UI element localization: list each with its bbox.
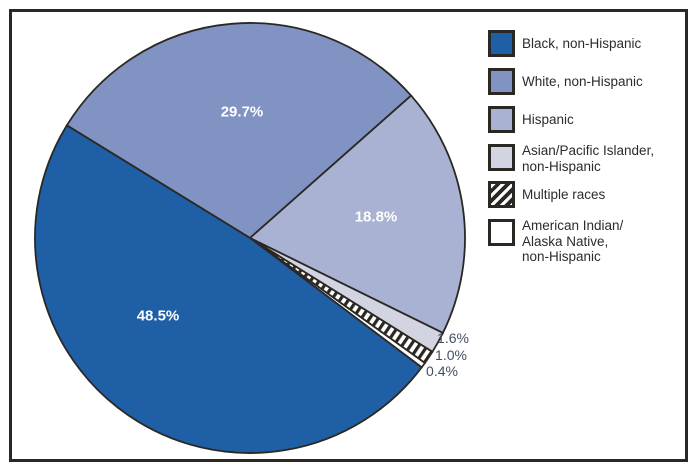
slice-label-hispanic: 18.8% bbox=[355, 209, 398, 226]
legend-swatch bbox=[488, 106, 515, 133]
pie-labels: 29.7% 18.8% 1.6%1.0%0.4% 48.5% bbox=[137, 104, 469, 380]
pie-slice-hispanic bbox=[248, 94, 466, 335]
legend-label: Asian/Pacific Islander, non-Hispanic bbox=[522, 143, 655, 174]
slice-label-american-indian-alaska-native: 0.4% bbox=[426, 363, 458, 379]
legend-item-white-non-hispanic: White, non-Hispanic bbox=[488, 68, 643, 95]
legend-swatch bbox=[488, 68, 515, 95]
legend-item-black-non-hispanic: Black, non-Hispanic bbox=[488, 30, 641, 57]
legend-item-american-indian-alaska-native: American Indian/Alaska Native, non-Hispan… bbox=[488, 218, 623, 265]
legend-label: American Indian/Alaska Native, non-Hispan… bbox=[522, 218, 624, 264]
legend-swatch bbox=[488, 30, 515, 57]
legend-swatch bbox=[488, 219, 515, 246]
legend-label: White, non-Hispanic bbox=[522, 73, 643, 89]
legend-item-hispanic: Hispanic bbox=[488, 106, 574, 133]
legend-swatch bbox=[488, 181, 515, 208]
legend-item-asian-pacific-islander: Asian/Pacific Islander, non-Hispanic bbox=[488, 143, 654, 174]
slice-label-asian-pacific-islander: 1.6% bbox=[437, 330, 469, 346]
slice-label-black-non-hispanic: 48.5% bbox=[137, 308, 180, 325]
slice-label-white-non-hispanic: 29.7% bbox=[221, 104, 264, 121]
legend-label: Hispanic bbox=[522, 111, 574, 127]
pie-slices bbox=[34, 22, 466, 454]
pie-slice-black-non-hispanic bbox=[34, 124, 423, 454]
legend-label: Multiple races bbox=[522, 186, 606, 202]
legend-label: Black, non-Hispanic bbox=[522, 35, 642, 51]
slice-label-multiple-races: 1.0% bbox=[435, 347, 467, 363]
legend-swatch bbox=[488, 144, 515, 171]
pie-slice-white-non-hispanic bbox=[65, 22, 413, 240]
pie-chart: 29.7% 18.8% 1.6%1.0%0.4% 48.5% bbox=[34, 22, 469, 454]
legend-item-multiple-races: Multiple races bbox=[488, 181, 605, 208]
